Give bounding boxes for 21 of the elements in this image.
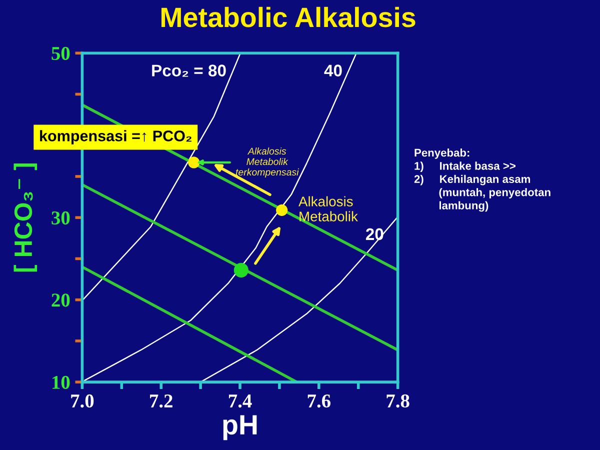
series-label: 20 xyxy=(366,228,384,240)
y-tick-label: 20 xyxy=(52,294,70,307)
point xyxy=(188,156,200,168)
y-axis-title: [ HCO₃⁻ ] xyxy=(14,164,38,272)
annotation: kompensasi =↑ PCO₂ xyxy=(40,130,192,144)
x-tick-label: 7.8 xyxy=(386,394,410,408)
y-tick-label: 50 xyxy=(52,46,70,60)
chart-title: Metabolic Alkalosis xyxy=(161,6,416,28)
y-tick-label: 30 xyxy=(52,211,70,225)
annotation: Alkalosis Metabolik xyxy=(298,196,358,222)
annotation: Alkalosis Metabolik terkompensasi xyxy=(236,147,299,178)
point xyxy=(276,204,288,216)
text: Penyebab: 1) Intake basa >> 2) Kehilangan asam (muntah, penyedotan lambung) xyxy=(414,148,550,212)
x-tick-label: 7.0 xyxy=(71,394,94,408)
x-tick-label: 7.2 xyxy=(150,394,172,408)
x-tick-label: 7.6 xyxy=(308,394,330,408)
series-label: Pco₂ = 80 xyxy=(152,64,226,77)
y-tick-label: 10 xyxy=(52,376,70,389)
x-tick-label: 7.4 xyxy=(228,394,252,408)
series-label: 40 xyxy=(324,64,342,76)
x-axis-title: pH xyxy=(223,415,257,440)
